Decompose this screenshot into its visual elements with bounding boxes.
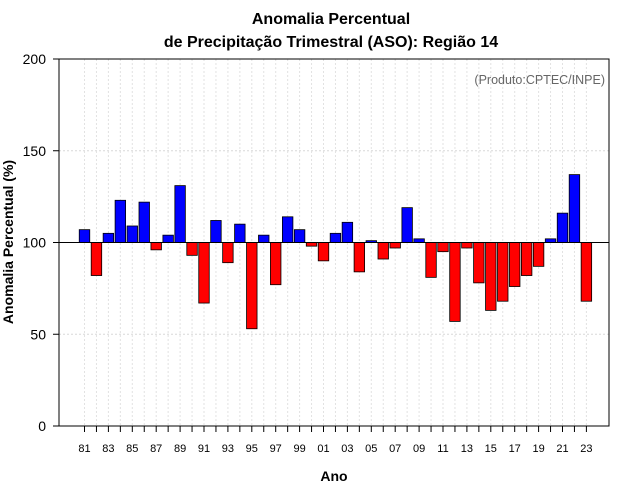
chart-title-line2: de Precipitação Trimestral (ASO): Região… [164, 34, 498, 51]
bar-82 [90, 242, 103, 276]
bar-10 [425, 242, 437, 278]
bar-85 [126, 225, 138, 243]
y-tick-label-200: 200 [23, 51, 47, 67]
bar-07 [389, 242, 401, 249]
bar-93 [222, 242, 234, 264]
chart-title-line1: Anomalia Percentual [252, 11, 410, 28]
bar-18 [521, 242, 533, 276]
bar-96 [258, 234, 270, 243]
credit-text: (Produto:CPTEC/INPE) [474, 73, 605, 87]
x-tick-label-91: 91 [198, 443, 210, 455]
bar-06 [377, 242, 389, 260]
bar-91 [198, 242, 210, 304]
y-tick-label-100: 100 [23, 235, 47, 251]
bar-15 [485, 242, 497, 311]
bar-20 [544, 238, 557, 243]
bar-23 [580, 242, 593, 302]
bar-17 [509, 242, 521, 287]
x-tick-label-81: 81 [78, 443, 90, 455]
x-tick-label-97: 97 [270, 443, 282, 455]
bar-90 [186, 242, 198, 256]
bar-88 [162, 234, 174, 243]
bar-22 [568, 174, 581, 243]
y-tick-label-0: 0 [38, 418, 46, 434]
bar-02 [329, 232, 342, 243]
x-tick-label-07: 07 [389, 443, 401, 455]
bar-92 [210, 220, 222, 243]
bar-99 [293, 229, 306, 243]
bar-86 [138, 201, 150, 243]
bar-00 [305, 242, 318, 247]
x-tick-label-09: 09 [413, 443, 425, 455]
bar-08 [401, 207, 413, 243]
x-tick-label-19: 19 [532, 443, 544, 455]
y-axis: 0 50 100 150 200 [23, 51, 59, 434]
bar-19 [532, 242, 545, 267]
x-tick-label-03: 03 [341, 443, 353, 455]
bar-13 [461, 242, 473, 249]
bar-84 [114, 199, 126, 243]
bars-group [78, 174, 593, 330]
x-tick-label-87: 87 [150, 443, 162, 455]
y-tick-label-50: 50 [30, 326, 46, 342]
y-axis-title: Anomalia Percentual (%) [0, 160, 16, 324]
x-tick-label-95: 95 [246, 443, 258, 455]
x-axis-title: Ano [320, 468, 347, 484]
grid-lines [59, 59, 609, 426]
bar-97 [270, 242, 282, 286]
y-tick-label-150: 150 [23, 143, 47, 159]
x-tick-label-99: 99 [293, 443, 305, 455]
x-tick-label-93: 93 [222, 443, 234, 455]
bar-11 [437, 242, 449, 253]
bar-09 [413, 238, 425, 243]
bar-95 [246, 242, 258, 330]
bar-87 [150, 242, 162, 251]
x-tick-label-11: 11 [437, 443, 448, 455]
x-axis: 81 83 85 87 89 91 93 95 97 99 01 03 05 07 09 11 13 15 17 19… [78, 426, 593, 455]
bar-98 [281, 216, 294, 243]
x-tick-label-83: 83 [102, 443, 114, 455]
x-tick-label-23: 23 [580, 443, 592, 455]
x-tick-label-05: 05 [365, 443, 377, 455]
bar-89 [174, 185, 186, 243]
bar-94 [234, 223, 246, 243]
x-tick-label-13: 13 [461, 443, 473, 455]
bar-14 [473, 242, 485, 284]
x-tick-label-89: 89 [174, 443, 186, 455]
bar-04 [353, 242, 366, 273]
bar-16 [497, 242, 509, 302]
bar-83 [102, 232, 115, 243]
x-tick-label-15: 15 [485, 443, 497, 455]
bar-01 [317, 242, 330, 262]
x-tick-label-17: 17 [509, 443, 521, 455]
x-tick-label-21: 21 [556, 443, 568, 455]
x-tick-label-85: 85 [126, 443, 138, 455]
bar-81 [78, 229, 91, 243]
bar-03 [341, 221, 354, 243]
bar-12 [449, 242, 461, 322]
bar-21 [556, 212, 569, 243]
x-tick-label-01: 01 [317, 443, 329, 455]
